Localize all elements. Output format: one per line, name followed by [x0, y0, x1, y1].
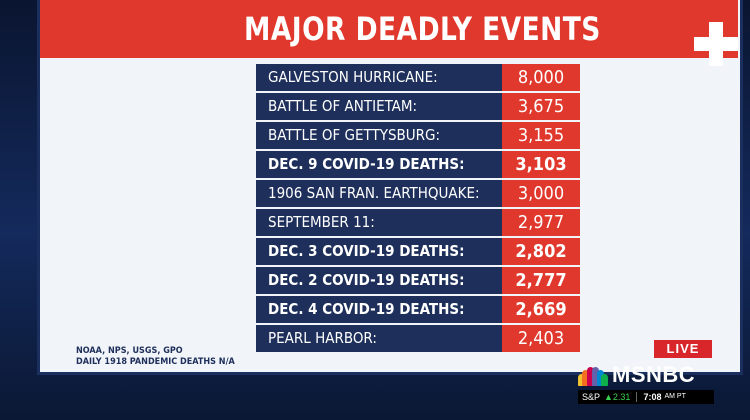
table-row: BATTLE OF GETTYSBURG: 3,155 — [256, 122, 580, 149]
event-deaths: 8,000 — [502, 64, 580, 91]
ticker-index: S&P — [582, 392, 601, 402]
event-deaths: 2,777 — [502, 267, 580, 294]
event-deaths: 2,403 — [502, 325, 580, 352]
ticker-time: 7:08 — [643, 392, 662, 402]
events-table: GALVESTON HURRICANE: 8,000 BATTLE OF ANTIE… — [256, 64, 580, 354]
table-row: SEPTEMBER 11: 2,977 — [256, 209, 580, 236]
table-row: DEC. 9 COVID-19 DEATHS: 3,103 — [256, 151, 580, 178]
event-deaths: 3,000 — [502, 180, 580, 207]
event-label: BATTLE OF GETTYSBURG: — [256, 122, 502, 149]
table-row: DEC. 3 COVID-19 DEATHS: 2,802 — [256, 238, 580, 265]
red-cross-icon — [694, 22, 738, 66]
table-row: 1906 SAN FRAN. EARTHQUAKE: 3,000 — [256, 180, 580, 207]
event-label: BATTLE OF ANTIETAM: — [256, 93, 502, 120]
event-label: DEC. 2 COVID-19 DEATHS: — [256, 267, 502, 294]
market-ticker: S&P ▲2.31 7:08 AM PT — [578, 390, 714, 404]
event-deaths: 2,977 — [502, 209, 580, 236]
event-label: DEC. 9 COVID-19 DEATHS: — [256, 151, 502, 178]
table-row: BATTLE OF ANTIETAM: 3,675 — [256, 93, 580, 120]
source-note: NOAA, NPS, USGS, GPO DAILY 1918 PANDEMIC… — [76, 346, 235, 368]
peacock-icon — [578, 364, 608, 386]
event-label: DEC. 3 COVID-19 DEATHS: — [256, 238, 502, 265]
table-row: DEC. 4 COVID-19 DEATHS: 2,669 — [256, 296, 580, 323]
event-label: PEARL HARBOR: — [256, 325, 502, 352]
event-label: SEPTEMBER 11: — [256, 209, 502, 236]
event-label: 1906 SAN FRAN. EARTHQUAKE: — [256, 180, 502, 207]
title-bar — [40, 0, 738, 58]
live-badge: LIVE — [654, 340, 712, 358]
network-name: MSNBC — [612, 362, 696, 387]
source-line-1: NOAA, NPS, USGS, GPO — [76, 346, 183, 356]
table-row: GALVESTON HURRICANE: 8,000 — [256, 64, 580, 91]
event-label: GALVESTON HURRICANE: — [256, 64, 502, 91]
source-line-2: DAILY 1918 PANDEMIC DEATHS N/A — [76, 357, 235, 367]
event-deaths: 2,802 — [502, 238, 580, 265]
event-deaths: 3,155 — [502, 122, 580, 149]
network-logo: MSNBC — [578, 362, 695, 388]
ticker-change: ▲2.31 — [604, 392, 631, 402]
ticker-ampm: AM PT — [664, 393, 686, 400]
table-row: PEARL HARBOR: 2,403 — [256, 325, 580, 352]
event-deaths: 3,675 — [502, 93, 580, 120]
event-label: DEC. 4 COVID-19 DEATHS: — [256, 296, 502, 323]
ticker-divider — [636, 392, 638, 402]
graphic-title: MAJOR DEADLY EVENTS — [244, 10, 601, 48]
event-deaths: 3,103 — [502, 151, 580, 178]
event-deaths: 2,669 — [502, 296, 580, 323]
table-row: DEC. 2 COVID-19 DEATHS: 2,777 — [256, 267, 580, 294]
